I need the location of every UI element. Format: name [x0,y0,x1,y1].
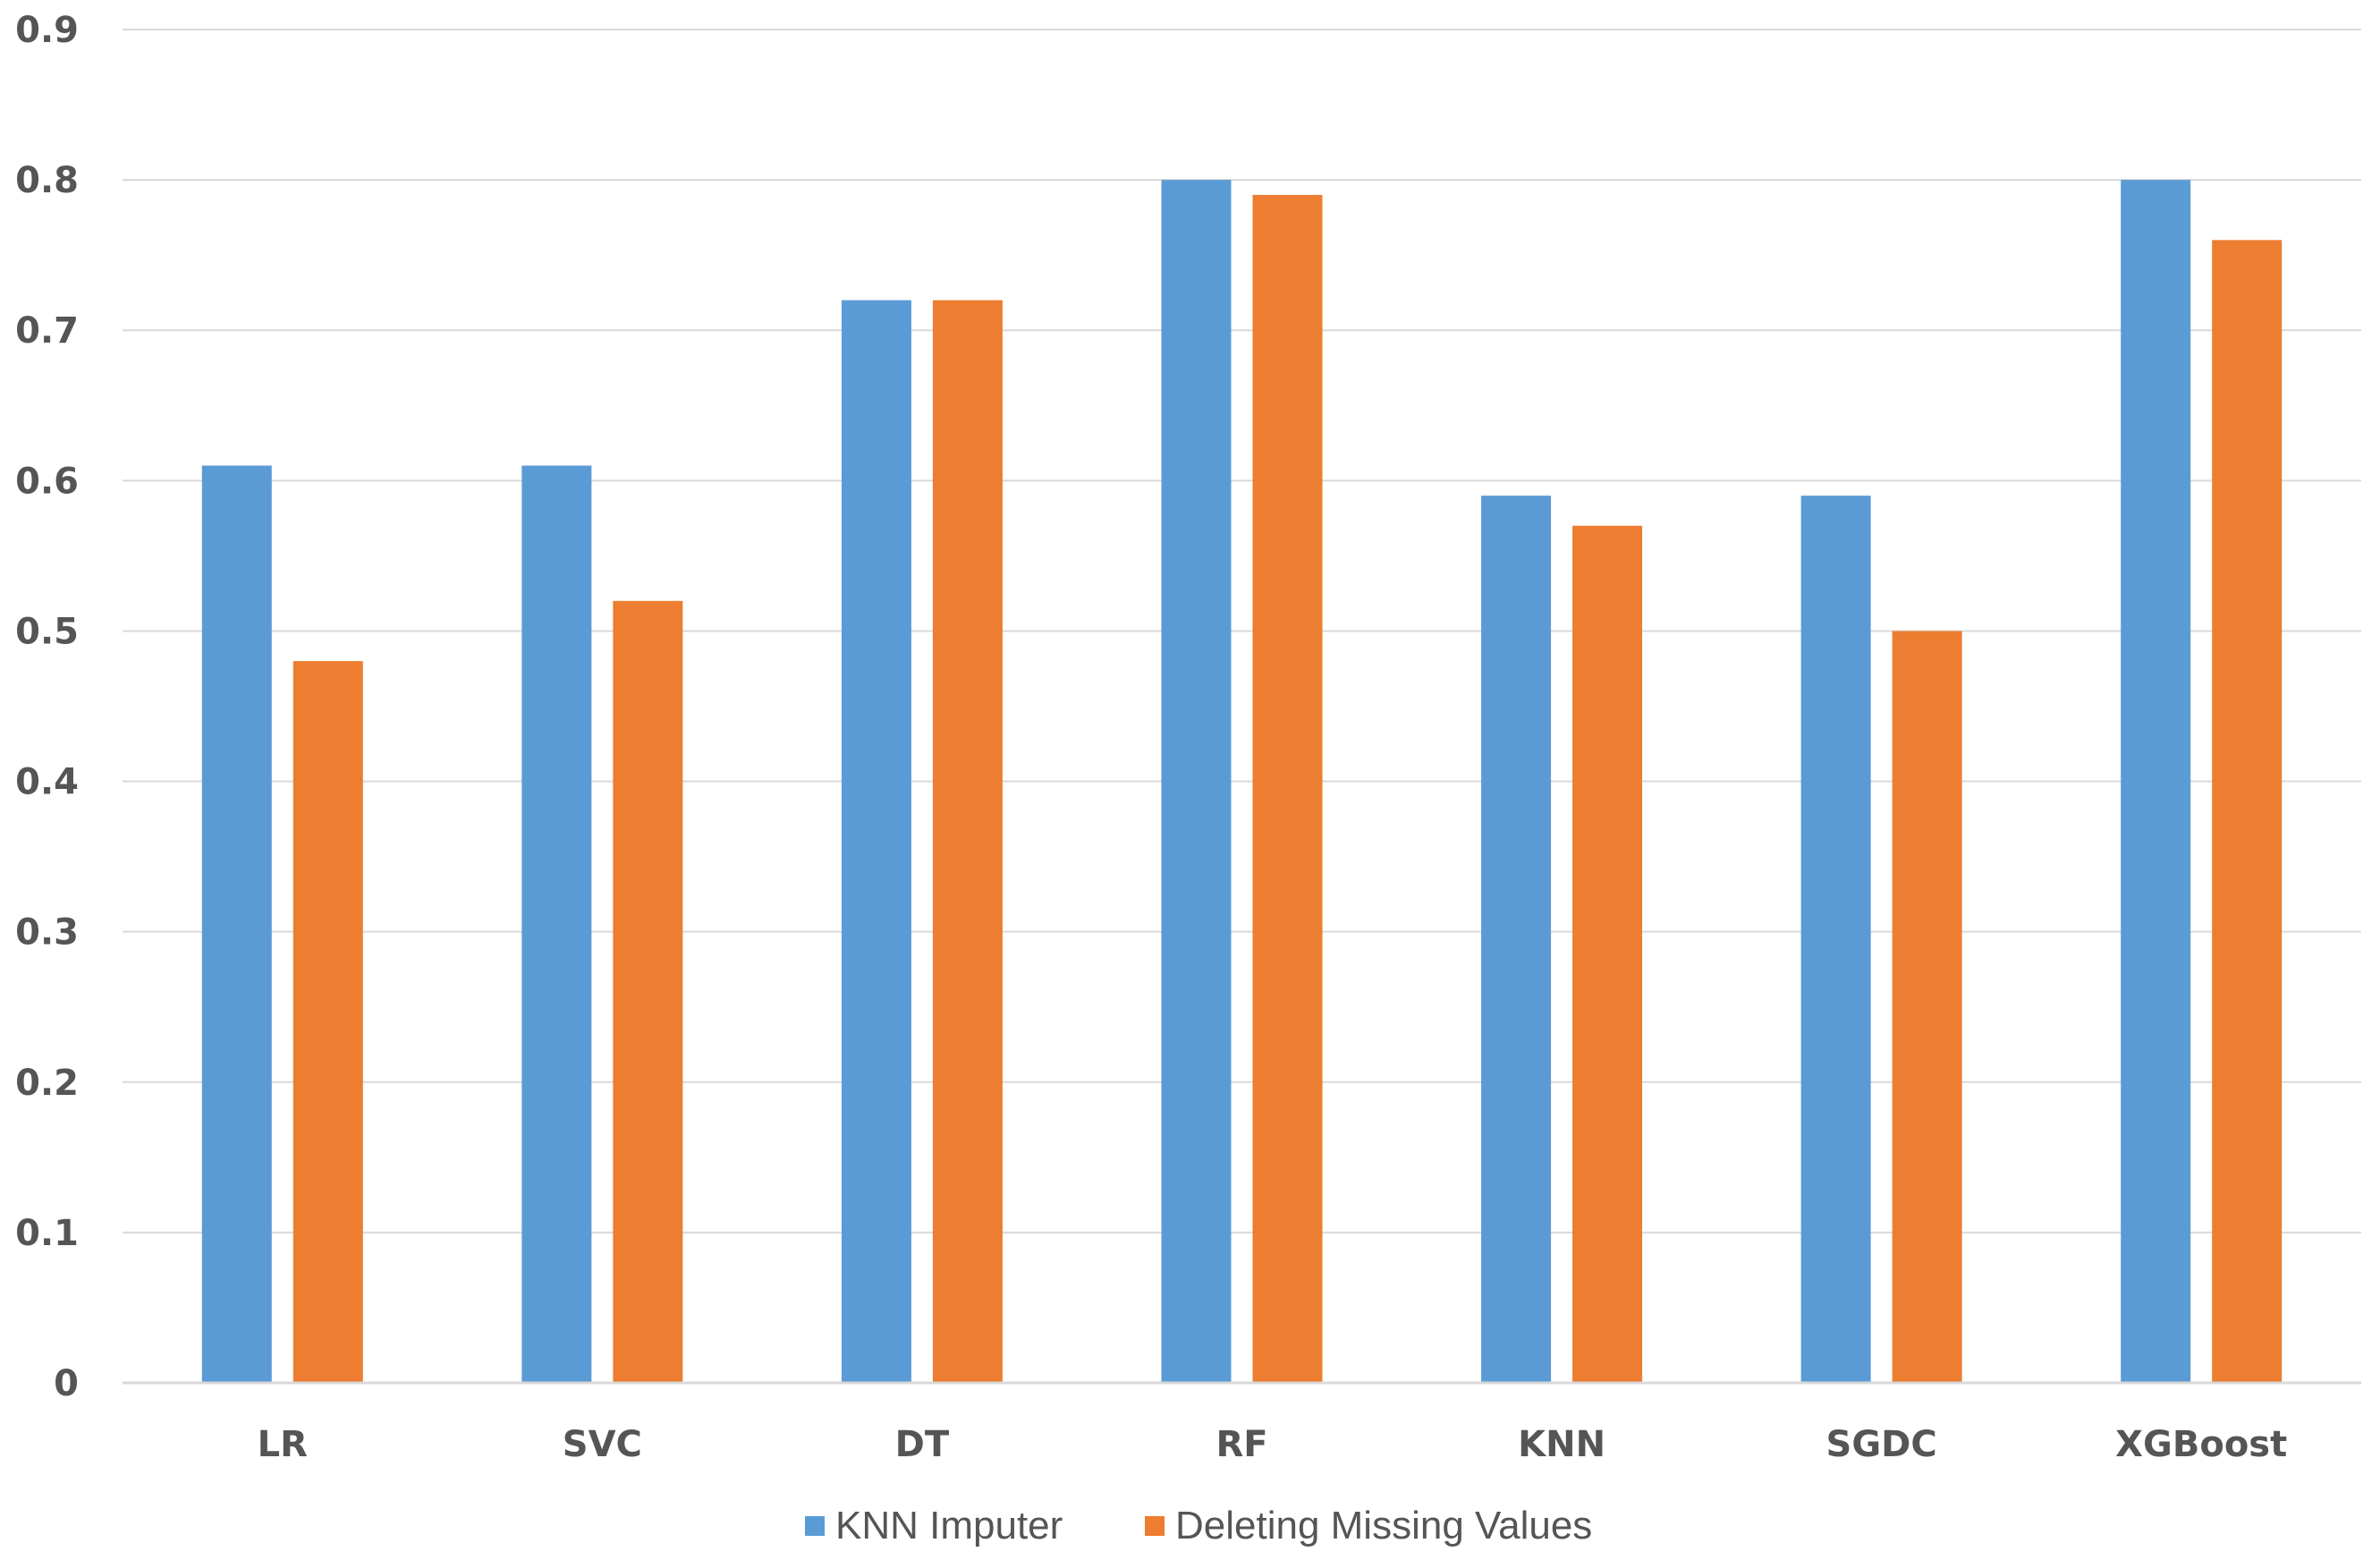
bar-knn-knn-imputer [1481,496,1552,1383]
y-tick-label: 0.1 [15,1213,79,1254]
bar-xgboost-knn-imputer [2121,180,2191,1384]
y-tick-label: 0.5 [15,611,79,652]
bar-dt-knn-imputer [841,300,911,1384]
y-tick-label: 0.9 [15,10,79,51]
bar-sgdc-knn-imputer [1800,496,1871,1383]
bar-svc-knn-imputer [521,465,592,1383]
y-tick-label: 0.4 [15,762,79,803]
bar-dt-deleting-missing-values [932,300,1003,1384]
legend-swatch [1145,1516,1165,1536]
x-axis-ticks: LR SVC DT RF KNN SGDC XGBoost [258,1424,2288,1465]
y-tick-label: 0.2 [15,1063,79,1104]
x-tick-label: LR [258,1424,308,1465]
x-tick-label: SGDC [1826,1424,1937,1465]
bar-sgdc-deleting-missing-values [1892,631,1962,1383]
x-tick-label: RF [1215,1424,1267,1465]
bar-xgboost-deleting-missing-values [2212,240,2283,1383]
bars [201,180,2283,1384]
y-axis-ticks: 0 0.1 0.2 0.3 0.4 0.5 0.6 0.7 0.8 0.9 [15,10,79,1404]
bar-svc-deleting-missing-values [613,600,683,1383]
legend: KNN Imputer Deleting Missing Values [805,1504,1592,1547]
legend-swatch [805,1516,825,1536]
bar-knn-deleting-missing-values [1572,525,1643,1383]
y-tick-label: 0.3 [15,912,79,954]
x-tick-label: KNN [1518,1424,1605,1465]
bar-rf-deleting-missing-values [1252,194,1323,1383]
legend-label: Deleting Missing Values [1175,1504,1592,1547]
bar-lr-deleting-missing-values [292,661,363,1383]
y-tick-label: 0.8 [15,160,79,201]
y-tick-label: 0.6 [15,461,79,502]
y-tick-label: 0 [54,1363,79,1404]
x-tick-label: DT [895,1424,950,1465]
x-tick-label: XGBoost [2115,1424,2287,1465]
bar-lr-knn-imputer [201,465,272,1383]
bar-rf-knn-imputer [1161,180,1232,1384]
y-tick-label: 0.7 [15,310,79,352]
x-tick-label: SVC [563,1424,642,1465]
legend-label: KNN Imputer [835,1504,1063,1547]
gridlines [123,29,2361,1234]
